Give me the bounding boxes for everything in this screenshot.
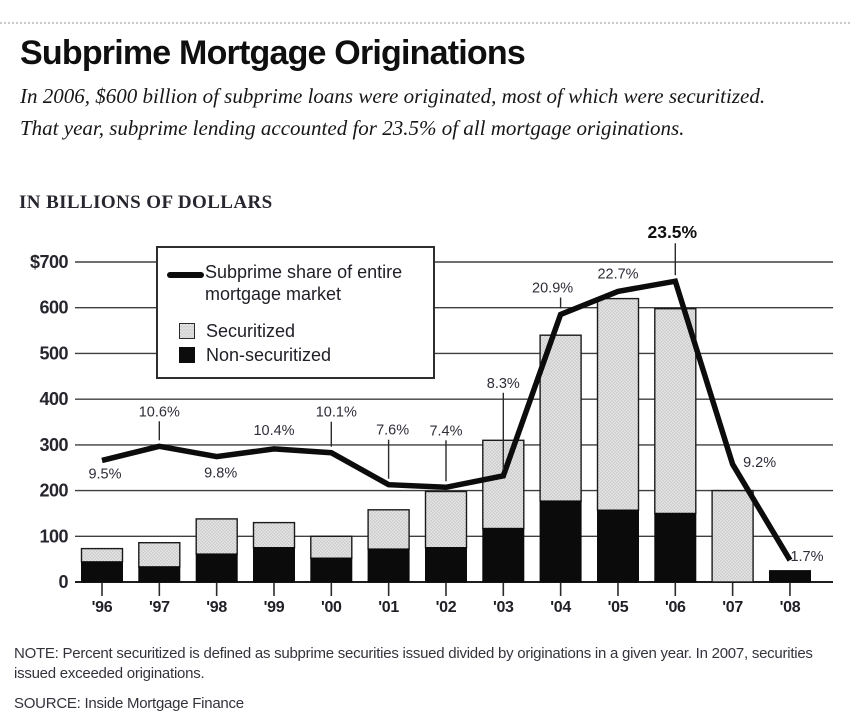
bar-non-securitized-segment xyxy=(81,561,123,583)
bar-non-securitized-segment xyxy=(654,512,697,583)
bar-non-securitized-segment xyxy=(597,509,639,583)
bar-securitized-segment xyxy=(654,308,697,515)
pct-label: 9.8% xyxy=(204,466,237,482)
x-axis-label: '99 xyxy=(264,599,285,616)
chart-source: SOURCE: Inside Mortgage Finance xyxy=(14,695,244,712)
bar-non-securitized-segment xyxy=(425,547,467,583)
pct-label: 9.5% xyxy=(88,466,121,482)
y-axis-label: 400 xyxy=(39,389,68,409)
page-title: Subprime Mortgage Originations xyxy=(20,34,526,72)
bar-non-securitized-segment xyxy=(310,557,353,583)
intro-text: In 2006, $600 billion of subprime loans … xyxy=(20,84,766,140)
securitized-legend-label: Securitized xyxy=(206,321,296,341)
bar-non-securitized-segment xyxy=(769,570,811,583)
bar-non-securitized-segment xyxy=(138,566,181,583)
pct-label: 7.4% xyxy=(429,423,462,439)
pct-label: 10.1% xyxy=(316,405,357,421)
y-axis-label: 500 xyxy=(39,343,68,363)
pct-label: 1.7% xyxy=(790,549,823,565)
y-axis-label: 0 xyxy=(58,572,68,592)
pct-label: 10.6% xyxy=(139,404,180,420)
y-axis-label: 600 xyxy=(39,298,68,318)
pct-label: 22.7% xyxy=(597,266,638,282)
x-axis-label: '96 xyxy=(92,599,113,616)
bar-non-securitized-segment xyxy=(367,548,410,583)
y-axis-label: $700 xyxy=(30,252,69,272)
pct-label: 7.6% xyxy=(376,423,409,439)
y-axis-label: 200 xyxy=(39,481,68,501)
top-divider xyxy=(0,22,850,24)
y-axis-label: 100 xyxy=(39,526,68,546)
bar-securitized-segment xyxy=(195,518,238,555)
x-axis-label: '01 xyxy=(378,599,399,616)
share-line-legend-label: Subprime share of entire mortgage market xyxy=(205,262,403,304)
x-axis-label: '97 xyxy=(149,599,170,616)
chart-legend: Subprime share of entire mortgage market… xyxy=(156,246,435,379)
bar-securitized-segment xyxy=(367,509,410,550)
pct-label: 9.2% xyxy=(743,455,776,471)
bar-non-securitized-segment xyxy=(539,500,582,583)
x-axis-label: '03 xyxy=(493,599,514,616)
x-axis-label: '05 xyxy=(608,599,629,616)
non-securitized-swatch xyxy=(179,347,195,363)
x-axis-label: '00 xyxy=(321,599,342,616)
bar-securitized-segment xyxy=(596,297,640,511)
bar-non-securitized-segment xyxy=(482,528,525,583)
bar-non-securitized-segment xyxy=(253,547,295,583)
bar-securitized-segment xyxy=(138,542,181,568)
share-line xyxy=(101,278,793,562)
x-axis-label: '98 xyxy=(206,599,227,616)
pct-label: 10.4% xyxy=(253,423,294,439)
securitized-swatch xyxy=(179,323,195,339)
units-label: IN BILLIONS OF DOLLARS xyxy=(19,192,273,213)
bar-non-securitized-segment xyxy=(195,553,238,583)
y-axis-label: 300 xyxy=(39,435,68,455)
share-line-swatch xyxy=(167,272,204,278)
pct-label: 8.3% xyxy=(487,376,520,392)
chart-note: NOTE: Percent securitized is defined as … xyxy=(14,645,813,682)
x-axis-label: '06 xyxy=(665,599,686,616)
bar-securitized-segment xyxy=(424,490,468,549)
pct-label: 20.9% xyxy=(532,281,573,297)
pct-label: 23.5% xyxy=(647,222,697,242)
bar-securitized-segment xyxy=(711,489,754,583)
x-axis-label: '02 xyxy=(436,599,457,616)
non-securitized-legend-label: Non-securitized xyxy=(206,345,332,365)
bar-securitized-segment xyxy=(252,521,296,549)
bar-securitized-segment xyxy=(80,547,124,563)
x-axis-label: '07 xyxy=(722,599,743,616)
x-axis-label: '04 xyxy=(550,599,571,616)
x-axis-label: '08 xyxy=(780,599,801,616)
bar-securitized-segment xyxy=(310,535,353,559)
